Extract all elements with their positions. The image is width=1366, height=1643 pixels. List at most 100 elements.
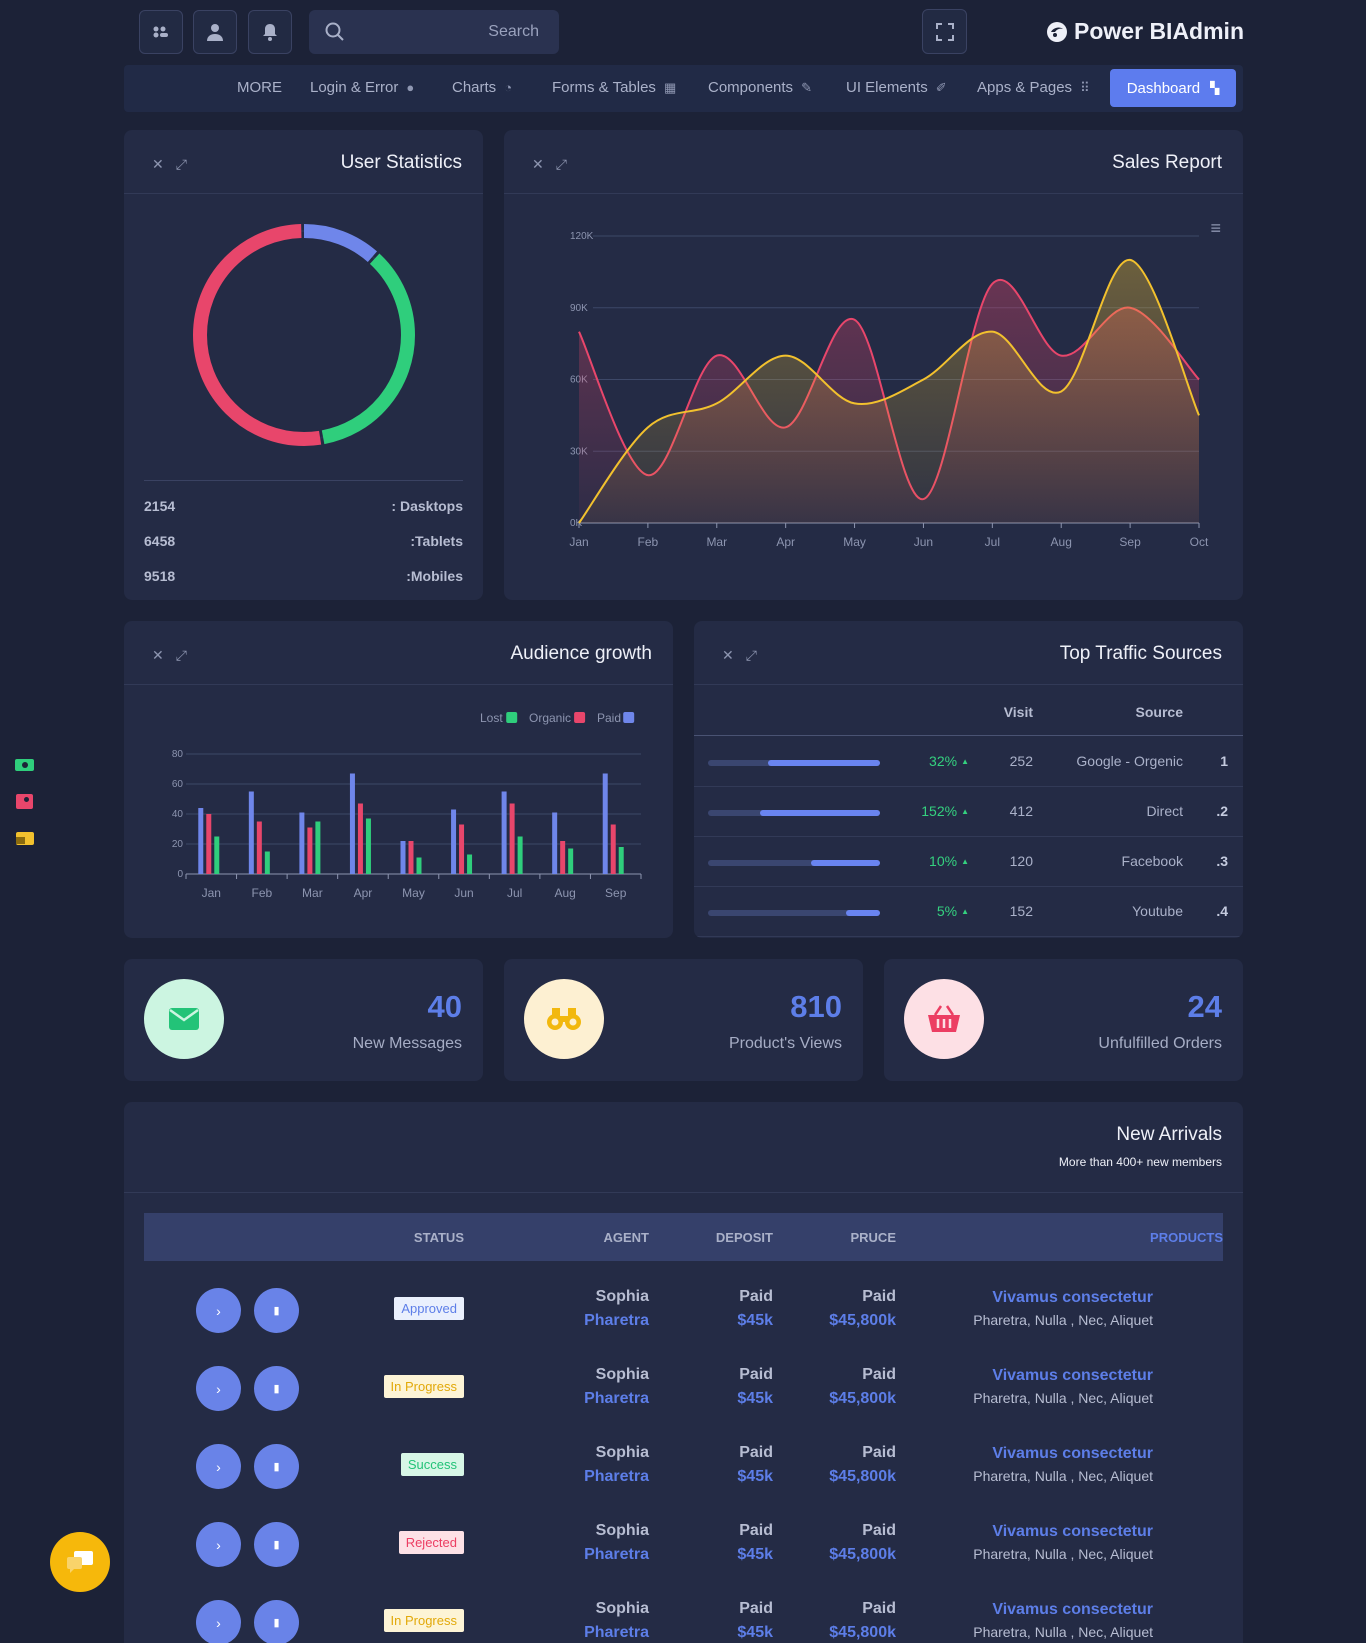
nav-ui-elements[interactable]: UI Elements ✐ [846, 79, 947, 96]
bar [357, 803, 363, 874]
side-image-icon[interactable] [16, 794, 33, 809]
view-button[interactable]: › [196, 1288, 241, 1333]
close-icon[interactable]: ✕ [152, 647, 164, 663]
kpi-value: 810 [790, 989, 842, 1024]
chart-menu-icon[interactable]: ≡ [1210, 218, 1221, 238]
bar [198, 808, 204, 874]
status-badge: In Progress [383, 1609, 464, 1632]
x-tick-label: May [402, 886, 425, 900]
x-tick-label: Jan [202, 886, 221, 900]
y-tick-label: 20 [172, 839, 184, 850]
caret-up-icon: ▲ [961, 756, 969, 766]
bar [568, 848, 574, 874]
bar [299, 812, 305, 874]
bookmark-button[interactable]: ▮ [254, 1600, 299, 1643]
arrival-row: › ▮ In Progress Sophia Pharetra Paid $45k Paid $… [144, 1583, 1223, 1643]
bookmark-icon: ▮ [273, 1383, 280, 1395]
bar [602, 773, 608, 874]
view-button[interactable]: › [196, 1366, 241, 1411]
nav-components[interactable]: Components ✎ [708, 79, 812, 96]
bookmark-button[interactable]: ▮ [254, 1444, 299, 1489]
product-cell: Vivamus consectetur Pharetra, Nulla , Nec… [973, 1367, 1153, 1406]
traffic-index: .4 [1216, 903, 1228, 919]
col-agent: AGENT [603, 1230, 650, 1245]
nav-more[interactable]: MORE [237, 79, 282, 96]
product-cell: Vivamus consectetur Pharetra, Nulla , Nec… [973, 1523, 1153, 1562]
side-chat-icon[interactable] [16, 832, 34, 845]
kpi-icon-bg [904, 979, 984, 1059]
view-button[interactable]: › [196, 1600, 241, 1643]
search-box[interactable]: Search [309, 10, 559, 54]
view-button[interactable]: › [196, 1444, 241, 1489]
bookmark-button[interactable]: ▮ [254, 1366, 299, 1411]
arrivals-title: New Arrivals [1116, 1124, 1222, 1145]
traffic-source: Google - Orgenic [1076, 753, 1183, 769]
product-link[interactable]: Vivamus consectetur [992, 1523, 1153, 1540]
expand-icon[interactable]: ⤢ [175, 156, 187, 172]
notifications-button[interactable] [248, 10, 292, 54]
close-icon[interactable]: ✕ [532, 156, 544, 172]
nav-charts[interactable]: Charts ◔ [452, 79, 512, 96]
bookmark-button[interactable]: ▮ [254, 1522, 299, 1567]
legend-label: Lost [480, 711, 503, 725]
y-tick-label: 60 [172, 779, 184, 790]
product-cell: Vivamus consectetur Pharetra, Nulla , Nec… [973, 1445, 1153, 1484]
traffic-row: 10% ▲ 120 Facebook .3 [694, 837, 1243, 887]
kpi-value: 24 [1187, 989, 1222, 1024]
stat-tablets: 6458:Tablets [144, 533, 463, 549]
kpi-unfulfilled-orders: 24 Unfulfilled Orders [884, 959, 1243, 1081]
chevron-right-icon: › [216, 1614, 221, 1631]
x-tick-label: Jul [985, 535, 1000, 549]
expand-icon[interactable]: ⤢ [555, 156, 567, 172]
expand-icon[interactable]: ⤢ [745, 647, 757, 663]
fullscreen-icon [935, 22, 954, 41]
agent-cell: Sophia Pharetra [584, 1366, 649, 1407]
product-link[interactable]: Vivamus consectetur [992, 1367, 1153, 1384]
user-button[interactable] [193, 10, 237, 54]
bookmark-button[interactable]: ▮ [254, 1288, 299, 1333]
apps-button[interactable] [139, 10, 183, 54]
edit-icon: ✐ [935, 79, 947, 95]
close-icon[interactable]: ✕ [722, 647, 734, 663]
close-icon[interactable]: ✕ [152, 156, 164, 172]
x-tick-label: Mar [706, 535, 727, 549]
audience-bar-chart: 80 60 40 20 0 Jan Feb Mar Apr May Jun Jul Aug Sep Lost… [172, 711, 642, 900]
side-camera-icon[interactable] [15, 759, 34, 771]
bar [467, 854, 473, 874]
col-visit: Visit [1003, 704, 1033, 720]
card-title: Sales Report [1112, 152, 1222, 173]
nav-login-error[interactable]: Login & Error ● [310, 79, 414, 96]
chat-fab-button[interactable] [50, 1532, 110, 1592]
traffic-sources-card: ✕ ⤢ Top Traffic Sources Visit Source 32% ▲… [694, 621, 1243, 938]
view-button[interactable]: › [196, 1522, 241, 1567]
audience-growth-card: ✕ ⤢ Audience growth 80 60 40 20 0 Jan Feb Mar Apr… [124, 621, 673, 938]
deposit-cell: Paid $45k [737, 1444, 773, 1485]
product-link[interactable]: Vivamus consectetur [992, 1445, 1153, 1462]
nav-forms-tables-label: Forms & Tables [552, 79, 656, 96]
y-tick-label: 90K [570, 303, 588, 314]
binoculars-icon [547, 1008, 581, 1030]
bar [365, 818, 371, 874]
nav-forms-tables[interactable]: Forms & Tables ▦ [552, 79, 676, 96]
bar [264, 851, 270, 874]
arrival-row: › ▮ In Progress Sophia Pharetra Paid $45k Paid $… [144, 1349, 1223, 1427]
donut-slice-tablets [193, 224, 415, 446]
col-deposit: DEPOSIT [715, 1230, 773, 1245]
x-tick-label: Jun [914, 535, 933, 549]
bar [560, 841, 566, 874]
traffic-row: 32% ▲ 252 Google - Orgenic 1 [694, 737, 1243, 787]
brand-logo[interactable]: Power BIAdmin [1046, 18, 1244, 45]
x-tick-label: Sep [1119, 535, 1141, 549]
donut-slice-mobiles [193, 224, 415, 446]
fullscreen-button[interactable] [922, 9, 967, 54]
nav-dashboard[interactable]: Dashboard ▚ [1110, 69, 1236, 107]
sales-report-card: ✕ ⤢ Sales Report ≡ 120K 90K 60K 30K 0K Jan Feb M… [504, 130, 1243, 600]
product-link[interactable]: Vivamus consectetur [992, 1289, 1153, 1306]
deposit-cell: Paid $45k [737, 1600, 773, 1641]
product-link[interactable]: Vivamus consectetur [992, 1601, 1153, 1618]
nav-apps-pages[interactable]: Apps & Pages ⠿ [977, 79, 1090, 96]
x-tick-label: Sep [605, 886, 627, 900]
bar [214, 836, 220, 874]
expand-icon[interactable]: ⤢ [175, 647, 187, 663]
